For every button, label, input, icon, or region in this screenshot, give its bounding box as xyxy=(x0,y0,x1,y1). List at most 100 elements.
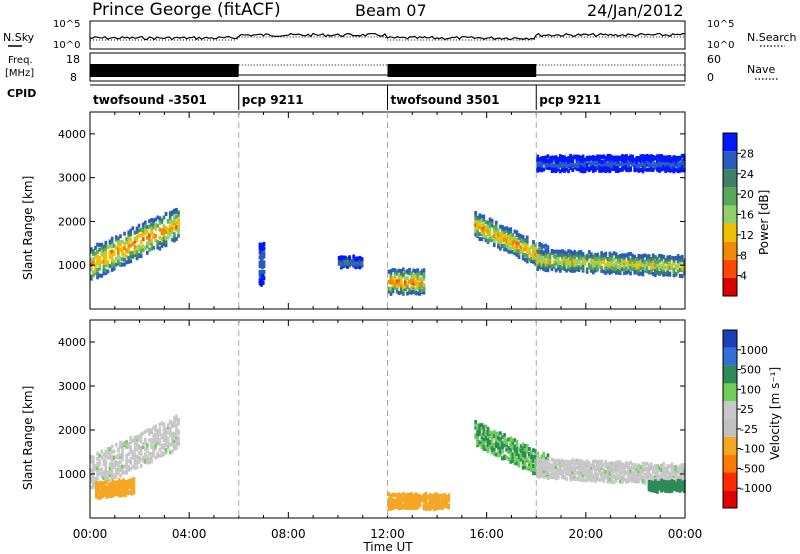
data-cell xyxy=(542,156,546,161)
data-cell xyxy=(577,473,581,478)
data-cell xyxy=(100,248,104,253)
data-cell xyxy=(610,262,614,266)
data-cell xyxy=(126,481,129,486)
data-cell xyxy=(480,218,484,223)
data-cell xyxy=(437,502,440,506)
data-cell xyxy=(641,258,645,262)
data-cell xyxy=(488,223,492,228)
data-cell xyxy=(670,159,674,163)
data-cell xyxy=(490,235,494,240)
data-cell xyxy=(654,162,657,167)
data-cell xyxy=(416,496,420,501)
data-cell xyxy=(594,459,597,464)
data-cell xyxy=(156,432,160,437)
data-cell xyxy=(499,449,502,454)
data-cell xyxy=(511,249,515,254)
data-cell xyxy=(575,251,579,256)
data-cell xyxy=(596,157,599,162)
data-cell xyxy=(127,249,131,254)
data-cell xyxy=(129,445,133,450)
data-cell xyxy=(511,235,515,240)
data-cell xyxy=(162,438,166,443)
data-cell xyxy=(501,443,504,448)
data-cell xyxy=(538,160,541,165)
data-cell xyxy=(563,163,566,168)
data-cell xyxy=(110,236,114,241)
freq-block xyxy=(387,64,537,77)
data-cell xyxy=(676,259,680,264)
data-cell xyxy=(525,446,529,451)
data-cell xyxy=(102,476,106,481)
data-cell xyxy=(577,259,581,264)
data-cell xyxy=(261,273,265,278)
data-cell xyxy=(573,250,577,255)
data-cell xyxy=(604,155,608,160)
data-cell xyxy=(544,155,548,160)
data-cell xyxy=(148,451,151,456)
data-cell xyxy=(606,161,610,166)
data-cell xyxy=(573,154,577,159)
data-cell xyxy=(583,169,587,174)
data-cell xyxy=(158,221,162,226)
y-tick-label: 3000 xyxy=(58,172,86,185)
data-cell xyxy=(110,474,114,478)
data-cell xyxy=(505,226,508,231)
data-cell xyxy=(616,460,620,465)
data-cell xyxy=(565,167,568,172)
data-cell xyxy=(627,156,630,160)
data-cell xyxy=(139,248,143,253)
data-cell xyxy=(635,260,639,265)
data-cell xyxy=(544,456,548,461)
data-cell xyxy=(606,153,610,158)
data-cell xyxy=(616,265,620,270)
data-cell xyxy=(559,249,562,254)
data-cell xyxy=(497,445,500,450)
data-cell xyxy=(393,498,397,503)
data-cell xyxy=(137,434,141,439)
data-cell xyxy=(583,166,587,171)
data-cell xyxy=(561,252,564,257)
data-cell xyxy=(168,433,172,438)
data-cell xyxy=(507,456,510,461)
data-cell xyxy=(561,155,564,159)
data-cell xyxy=(395,498,399,502)
data-cell xyxy=(559,154,562,159)
data-cell xyxy=(391,287,395,292)
data-cell xyxy=(160,231,164,236)
data-cell xyxy=(137,253,141,257)
data-cell xyxy=(598,261,601,266)
data-cell xyxy=(666,270,670,275)
data-cell xyxy=(152,234,155,239)
data-cell xyxy=(97,494,100,499)
data-cell xyxy=(538,167,541,172)
data-cell xyxy=(577,268,581,272)
data-cell xyxy=(515,457,519,462)
data-cell xyxy=(668,257,672,262)
data-cell xyxy=(156,429,160,434)
data-cell xyxy=(614,267,618,272)
data-cell xyxy=(261,265,264,270)
data-cell xyxy=(418,288,422,293)
data-cell xyxy=(641,479,645,484)
data-cell xyxy=(672,155,676,160)
data-cell xyxy=(173,215,176,220)
data-cell xyxy=(544,254,548,259)
data-cell xyxy=(585,267,589,272)
data-cell xyxy=(534,257,537,262)
data-cell xyxy=(132,490,136,495)
data-cell xyxy=(536,471,539,476)
data-cell xyxy=(581,158,585,163)
data-cell xyxy=(546,248,550,253)
data-cell xyxy=(175,433,178,438)
data-cell xyxy=(647,159,651,164)
data-cell xyxy=(610,475,614,480)
data-cell xyxy=(346,264,349,269)
data-cell xyxy=(625,161,628,166)
data-cell xyxy=(133,452,137,457)
data-cell xyxy=(639,465,643,470)
data-cell xyxy=(575,154,579,159)
data-cell xyxy=(154,432,157,437)
data-cell xyxy=(121,454,124,459)
data-cell xyxy=(115,488,119,492)
data-cell xyxy=(129,243,133,248)
